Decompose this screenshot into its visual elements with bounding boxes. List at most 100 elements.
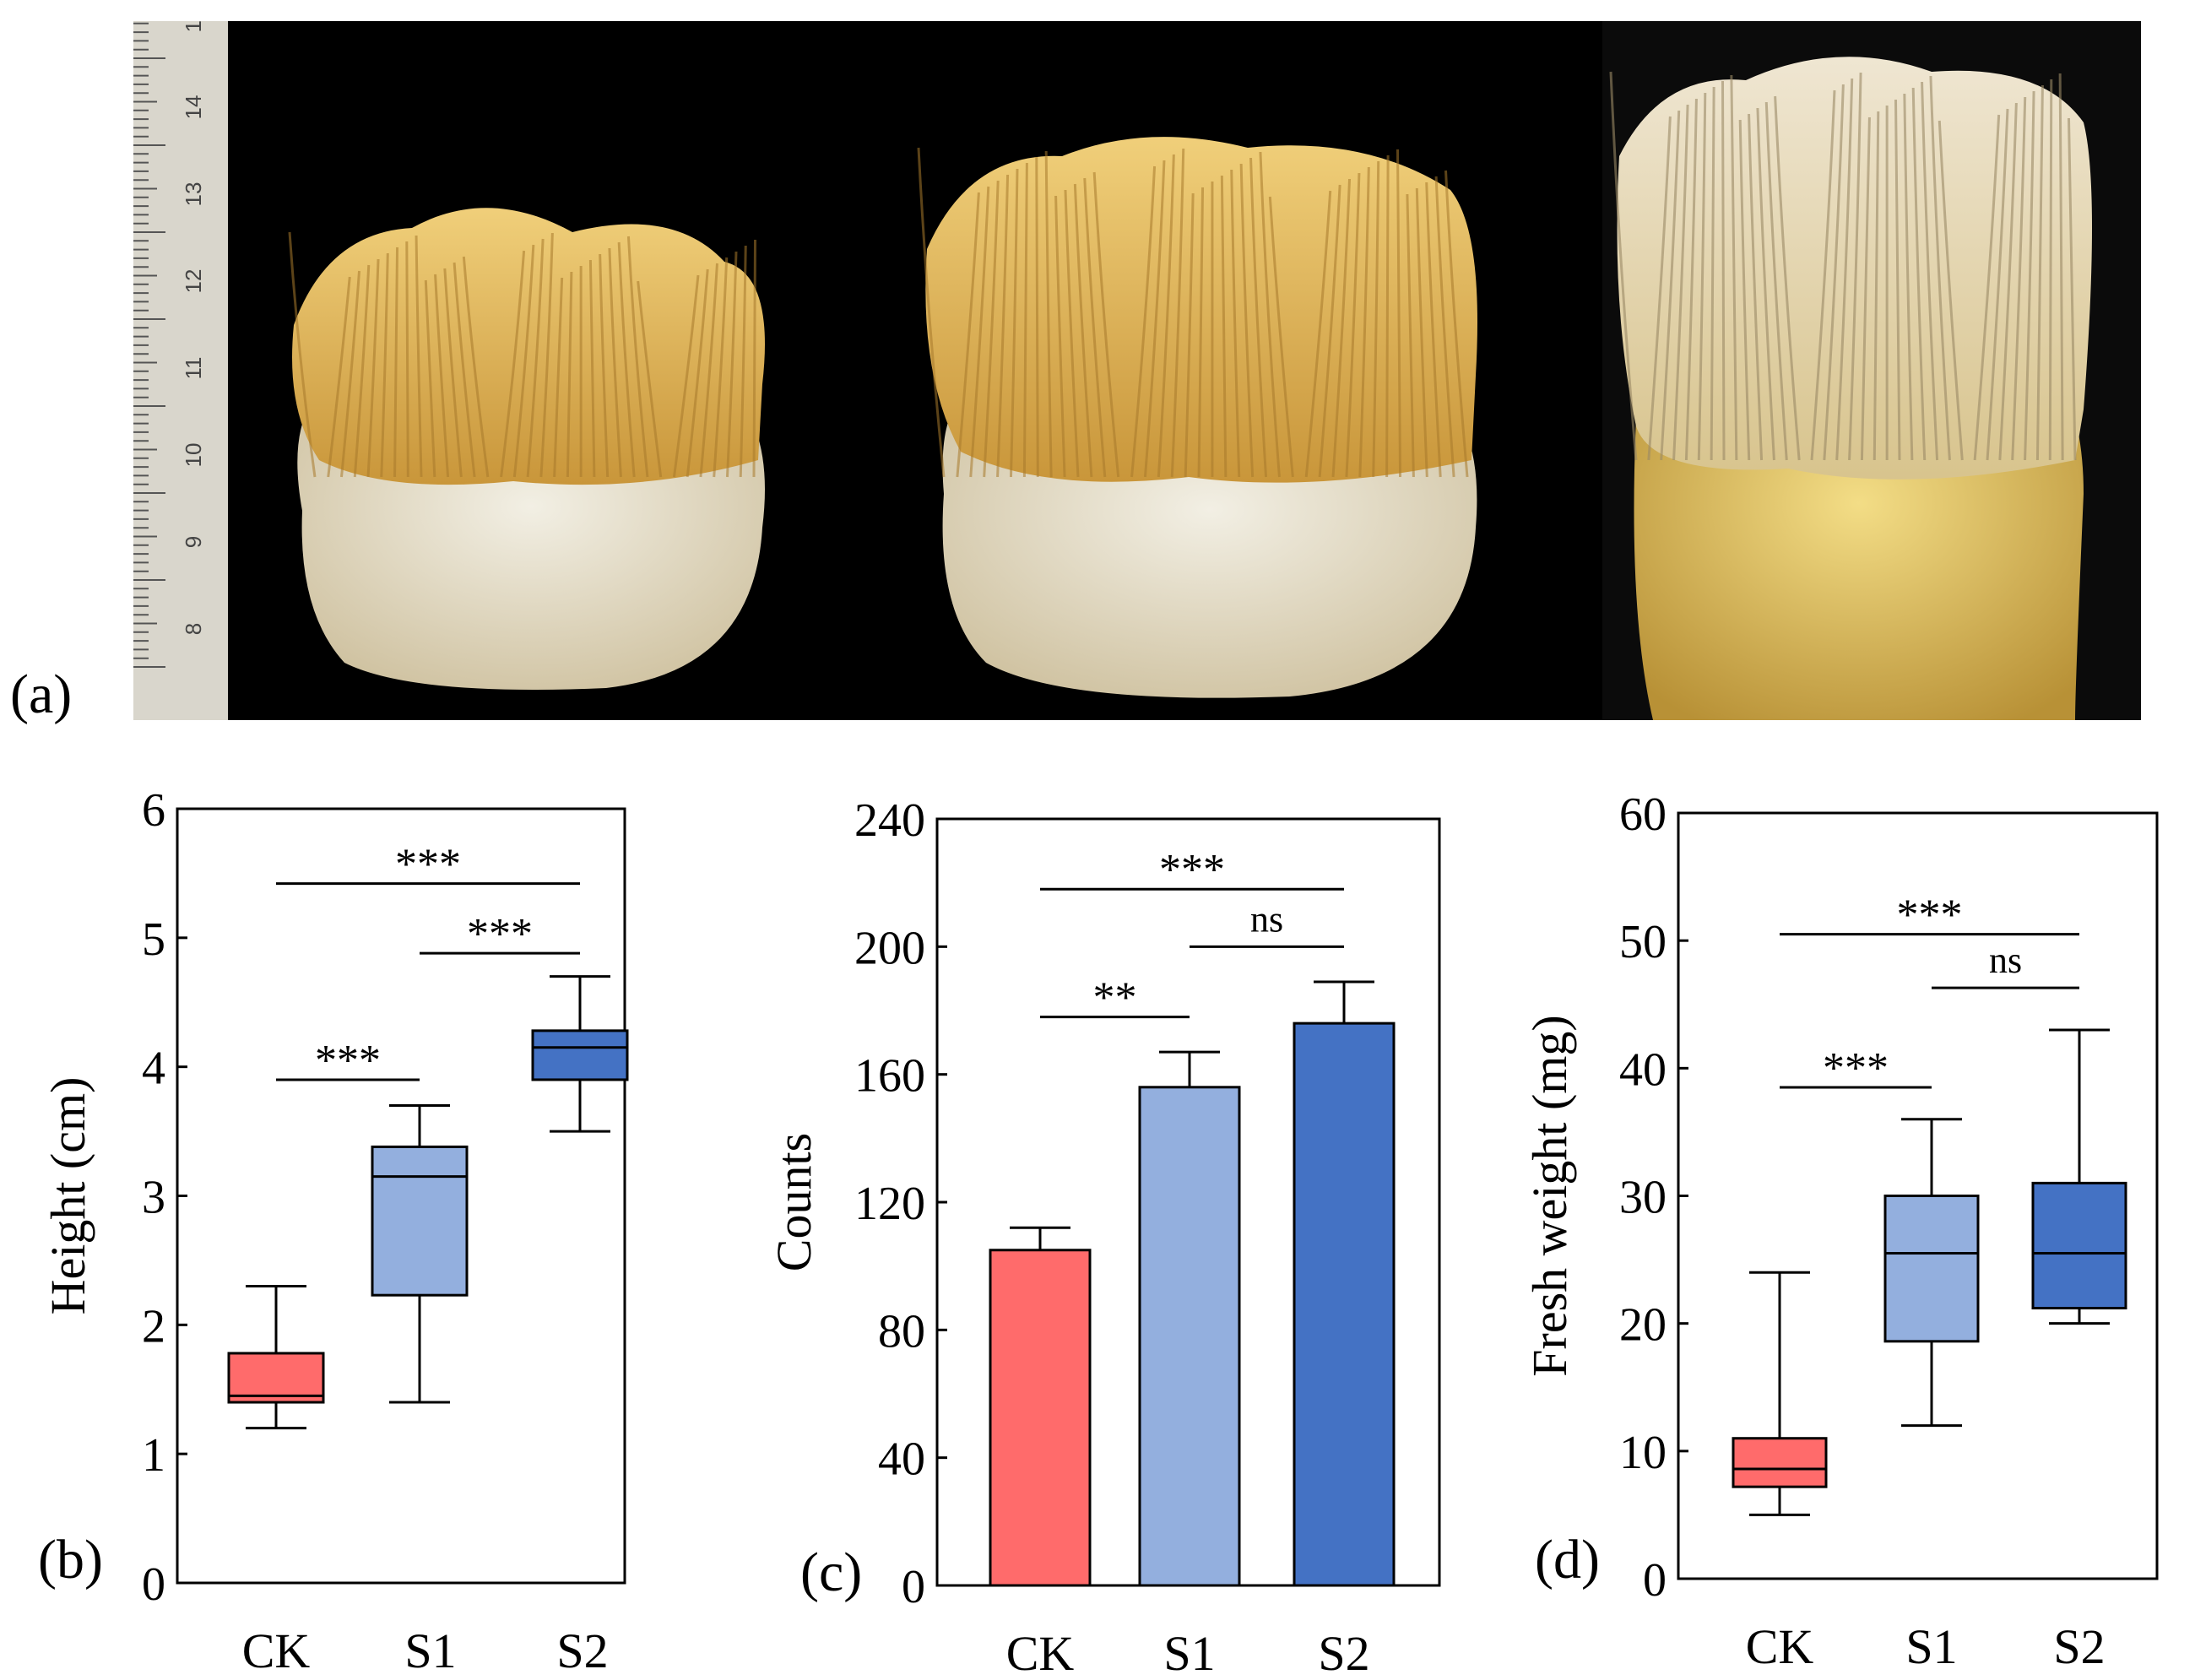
hypha-strand [526, 238, 545, 478]
hypha-strand [686, 268, 709, 478]
significance-label: *** [1823, 1044, 1889, 1092]
hypha-strand [2048, 79, 2053, 461]
box-s1 [371, 1145, 469, 1297]
hypha-strand [1044, 150, 1053, 478]
hypha-strand [1764, 101, 1788, 461]
hypha-strand [672, 274, 700, 478]
significance-label: *** [1159, 846, 1225, 894]
hypha-strand [1697, 92, 1707, 461]
hypha-strand [539, 232, 554, 478]
hypha-strand [553, 277, 564, 478]
x-tick-label: CK [242, 1623, 311, 1678]
panel-label-c: (c) [800, 1542, 863, 1603]
hypha-strand [1230, 169, 1241, 478]
hypha-strand [1710, 86, 1715, 461]
hypha-strand [1415, 187, 1428, 478]
y-tick-label: 50 [1619, 916, 1667, 968]
y-tick-label: 6 [142, 784, 165, 837]
hypha-strand [1170, 148, 1185, 478]
hypha-strand [2068, 117, 2077, 461]
box-s2 [2031, 1181, 2127, 1310]
panel-label-b: (b) [38, 1529, 103, 1591]
hypha-strand [366, 258, 380, 478]
box-s1 [1883, 1195, 1980, 1343]
hypha-strand [617, 241, 636, 478]
hypha-strand [1304, 190, 1332, 478]
hypha-strand [1425, 182, 1442, 478]
hypha-strand [1022, 162, 1028, 478]
y-tick-label: 10 [1619, 1427, 1667, 1479]
y-tick-label: 0 [902, 1561, 925, 1613]
x-tick-label: S1 [404, 1623, 456, 1678]
hypha-strand [327, 276, 351, 478]
bar-s1 [1138, 1086, 1241, 1587]
hypha-strand [566, 271, 573, 478]
hypha-strand [462, 256, 490, 478]
ruler-label: 8 [181, 623, 206, 635]
specimen-s2 [1609, 57, 2092, 720]
ruler-label: 11 [181, 357, 206, 380]
hypha-strand [608, 247, 622, 478]
x-tick-label: S2 [556, 1623, 608, 1678]
hypha-strand [1873, 111, 1880, 461]
y-axis-label: Height (cm) [41, 1077, 95, 1315]
hypha-strand [353, 264, 371, 478]
hypha-strand [1358, 166, 1370, 478]
hypha-strand [1318, 184, 1341, 478]
hypha-strand [752, 239, 756, 478]
specimen-s1 [917, 137, 1477, 698]
hypha-strand [1434, 176, 1455, 478]
photo-panel: 89101112131415 [133, 8, 2141, 720]
hypha-strand [1372, 160, 1380, 478]
y-tick-label: 160 [854, 1050, 925, 1103]
hypha-strand [1660, 110, 1681, 461]
hypha-strand [1444, 170, 1469, 478]
hypha-strand [1249, 157, 1268, 478]
hypha-strand [1672, 104, 1689, 461]
hypha-strand [1143, 160, 1166, 478]
hypha-strand [1721, 80, 1726, 461]
hypha-strand [2058, 73, 2064, 461]
panel-label-a: (a) [10, 664, 73, 725]
y-tick-label: 200 [854, 922, 925, 974]
hypha-strand [1938, 120, 1964, 461]
box-ck [1732, 1437, 1828, 1488]
hypha-strand [405, 241, 409, 478]
x-tick-label: S2 [2053, 1619, 2105, 1674]
hypha-strand [1823, 84, 1845, 461]
y-axis-label: Fresh weight (mg) [1522, 1015, 1577, 1377]
hypha-strand [1239, 163, 1255, 478]
ruler-label: 14 [181, 95, 206, 120]
hypha-strand [1092, 171, 1120, 478]
y-tick-label: 2 [142, 1300, 165, 1352]
hypha-strand [1331, 178, 1352, 478]
significance-label: *** [315, 1037, 381, 1085]
x-tick-label: CK [1006, 1626, 1075, 1680]
hypha-strand [1986, 108, 2009, 461]
bar-s2 [1293, 1022, 1396, 1587]
hypha-strand [1647, 116, 1672, 461]
y-tick-label: 30 [1619, 1172, 1667, 1224]
hypha-strand [1810, 89, 1836, 461]
hypha-strand [453, 262, 476, 478]
hypha-strand [1894, 99, 1901, 461]
hypha-strand [1345, 172, 1361, 478]
hypha-strand [1835, 78, 1854, 461]
hypha-strand [1220, 175, 1228, 478]
y-tick-label: 20 [1619, 1299, 1667, 1352]
hypha-strand [1130, 165, 1157, 478]
y-tick-label: 40 [1619, 1043, 1667, 1096]
hypha-strand [340, 270, 361, 478]
significance-label: *** [1897, 891, 1963, 940]
hypha-strand [1259, 151, 1281, 478]
specimen-ck [288, 208, 765, 690]
hypha-strand [1998, 102, 2018, 461]
hypha-strand [1730, 74, 1738, 461]
hypha-strand [1774, 95, 1801, 461]
significance-label: ** [1093, 974, 1137, 1022]
hypha-strand [2011, 96, 2027, 461]
y-tick-label: 4 [142, 1043, 165, 1095]
hypha-strand [1268, 196, 1294, 478]
hypha-strand [1684, 98, 1698, 461]
